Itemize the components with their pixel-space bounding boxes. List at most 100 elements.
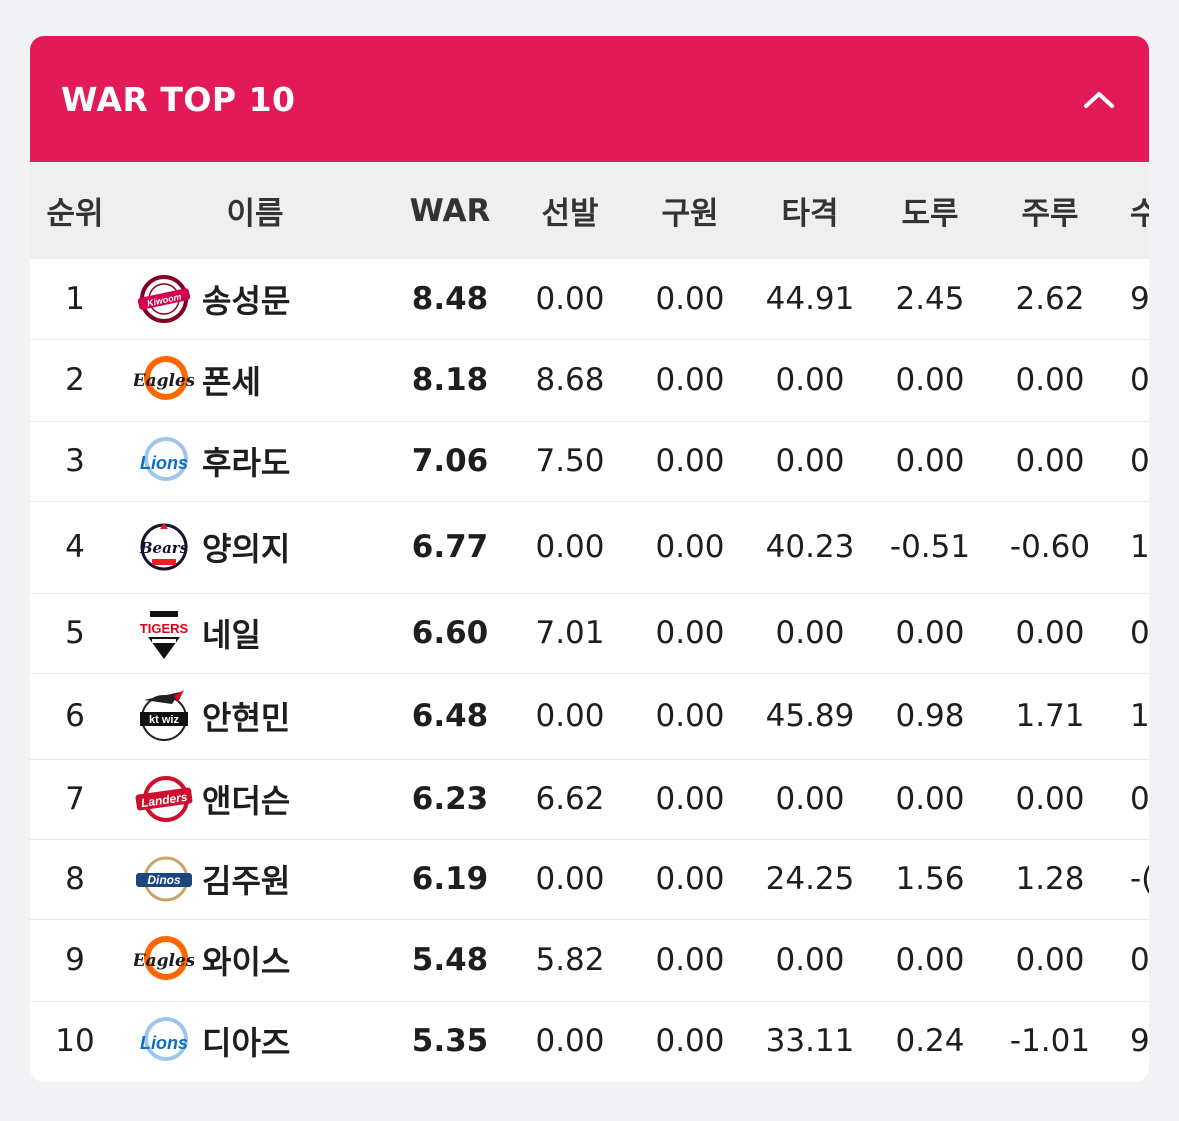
card-header[interactable]: WAR TOP 10 — [30, 36, 1149, 162]
baserunning-cell: 1.28 — [990, 839, 1110, 920]
starter-cell: 8.68 — [510, 339, 630, 422]
starter-cell: 6.62 — [510, 759, 630, 840]
team-logo-icon: Eagles — [132, 930, 196, 990]
col-baserunning[interactable]: 주루 — [990, 162, 1110, 259]
player-name[interactable]: 와이스 — [202, 943, 291, 981]
war-cell: 6.77 — [390, 501, 510, 594]
svg-text:Eagles: Eagles — [134, 951, 194, 971]
table-row[interactable]: 4 Bears 양의지 6.77 0.00 0.00 40.23 -0.51 -0.60 1 — [30, 501, 1149, 594]
baserunning-cell: -0.60 — [990, 501, 1110, 594]
steal-cell: 0.00 — [870, 919, 990, 1002]
steal-cell: 2.45 — [870, 259, 990, 340]
extra-cell: 9 — [1130, 1023, 1149, 1060]
batting-cell: 0.00 — [750, 919, 870, 1002]
player-name[interactable]: 네일 — [202, 616, 261, 654]
steal-cell: 0.24 — [895, 1023, 965, 1060]
player-name[interactable]: 송성문 — [202, 281, 291, 320]
rank-cell: 3 — [30, 421, 120, 502]
player-name[interactable]: 안현민 — [202, 699, 291, 737]
steal-cell: 0.98 — [870, 673, 990, 760]
player-name[interactable]: 후라도 — [202, 444, 291, 482]
name-cell[interactable]: Lions 후라도 — [120, 421, 390, 502]
table-scroll-area[interactable]: 순위 이름 WAR 선발 구원 타격 도루 주루 수 1 Kiwoom 송성문 8.4… — [30, 162, 1149, 1081]
extra-cell: 0 — [1110, 593, 1149, 674]
player-name[interactable]: 김주원 — [202, 862, 291, 900]
table-row[interactable]: 1 Kiwoom 송성문 8.48 0.00 0.00 44.91 2.45 2.62 9 — [30, 259, 1149, 340]
reliever-cell: 0.00 — [655, 1023, 725, 1060]
col-steal[interactable]: 도루 — [870, 162, 990, 259]
name-cell[interactable]: Dinos 김주원 — [120, 839, 390, 920]
team-logo-icon: TIGERS — [134, 603, 194, 663]
name-cell[interactable]: Landers 앤더슨 — [120, 759, 390, 840]
baserunning-cell: 0.00 — [990, 421, 1110, 502]
rank-cell: 6 — [30, 673, 120, 760]
extra-cell: 0 — [1110, 919, 1149, 1002]
table-header-row: 순위 이름 WAR 선발 구원 타격 도루 주루 수 — [30, 162, 1149, 259]
table-row[interactable]: 2 Eagles 폰세 8.18 8.68 0.00 0.00 0.00 0.00 0 — [30, 339, 1149, 422]
table-row[interactable]: 6 kt wiz 안현민 6.48 0.00 0.00 45.89 0.98 1.71 1 — [30, 673, 1149, 760]
team-logo-icon: Lions — [134, 1011, 194, 1071]
steal-cell: -0.51 — [870, 501, 990, 594]
baserunning-cell: 0.00 — [990, 759, 1110, 840]
baserunning-cell: 0.00 — [990, 593, 1110, 674]
player-name[interactable]: 디아즈 — [202, 1024, 291, 1063]
team-logo-icon: Eagles — [132, 350, 196, 410]
extra-cell: 0 — [1110, 339, 1149, 422]
batting-cell: 33.11 — [765, 1023, 855, 1060]
table-row[interactable]: 10 Lions 디아즈 5.35 0.00 0.00 33.11 0.24 -1.01 9 — [30, 1001, 1149, 1081]
col-war[interactable]: WAR — [390, 162, 510, 259]
collapse-button[interactable] — [1079, 79, 1119, 119]
name-cell[interactable]: Lions 디아즈 — [120, 1001, 390, 1081]
extra-cell: 0 — [1110, 421, 1149, 502]
player-name[interactable]: 앤더슨 — [202, 782, 291, 820]
batting-cell: 44.91 — [750, 259, 870, 340]
name-cell[interactable]: Eagles 폰세 — [120, 339, 390, 422]
war-cell: 6.48 — [390, 673, 510, 760]
reliever-cell: 0.00 — [630, 501, 750, 594]
svg-text:Lions: Lions — [140, 1033, 188, 1053]
war-cell: 5.35 — [411, 1023, 489, 1060]
war-cell: 6.60 — [390, 593, 510, 674]
col-reliever[interactable]: 구원 — [630, 162, 750, 259]
batting-cell: 0.00 — [750, 339, 870, 422]
war-cell: 6.23 — [390, 759, 510, 840]
starter-cell: 0.00 — [510, 673, 630, 760]
batting-cell: 0.00 — [750, 759, 870, 840]
name-cell[interactable]: TIGERS 네일 — [120, 593, 390, 674]
starter-cell: 0.00 — [510, 839, 630, 920]
svg-text:TIGERS: TIGERS — [140, 621, 189, 636]
svg-text:Bears: Bears — [139, 539, 189, 557]
war-cell: 6.19 — [390, 839, 510, 920]
reliever-cell: 0.00 — [630, 339, 750, 422]
name-cell[interactable]: Eagles 와이스 — [120, 919, 390, 1002]
player-name[interactable]: 양의지 — [202, 530, 291, 568]
extra-cell: -( — [1110, 839, 1149, 920]
starter-cell: 7.01 — [510, 593, 630, 674]
name-cell[interactable]: kt wiz 안현민 — [120, 673, 390, 760]
reliever-cell: 0.00 — [630, 593, 750, 674]
batting-cell: 0.00 — [750, 593, 870, 674]
table-row[interactable]: 7 Landers 앤더슨 6.23 6.62 0.00 0.00 0.00 0.00 0 — [30, 759, 1149, 840]
col-name[interactable]: 이름 — [120, 162, 390, 259]
table-row[interactable]: 3 Lions 후라도 7.06 7.50 0.00 0.00 0.00 0.00 0 — [30, 421, 1149, 502]
col-batting[interactable]: 타격 — [750, 162, 870, 259]
col-starter[interactable]: 선발 — [510, 162, 630, 259]
col-extra[interactable]: 수 — [1110, 162, 1149, 259]
table-row[interactable]: 9 Eagles 와이스 5.48 5.82 0.00 0.00 0.00 0.00 0 — [30, 919, 1149, 1002]
player-name[interactable]: 폰세 — [202, 363, 261, 401]
team-logo-icon: Landers — [134, 769, 194, 829]
reliever-cell: 0.00 — [630, 839, 750, 920]
rank-cell: 1 — [30, 259, 120, 340]
steal-cell: 0.00 — [870, 759, 990, 840]
steal-cell: 0.00 — [870, 339, 990, 422]
reliever-cell: 0.00 — [630, 759, 750, 840]
name-cell[interactable]: Bears 양의지 — [120, 501, 390, 594]
svg-text:Eagles: Eagles — [134, 371, 194, 391]
rank-cell: 2 — [30, 339, 120, 422]
name-cell[interactable]: Kiwoom 송성문 — [120, 259, 390, 340]
table-row[interactable]: 5 TIGERS 네일 6.60 7.01 0.00 0.00 0.00 0.00 0 — [30, 593, 1149, 674]
baserunning-cell: 2.62 — [990, 259, 1110, 340]
col-rank[interactable]: 순위 — [30, 162, 120, 259]
rank-cell: 9 — [30, 919, 120, 1002]
